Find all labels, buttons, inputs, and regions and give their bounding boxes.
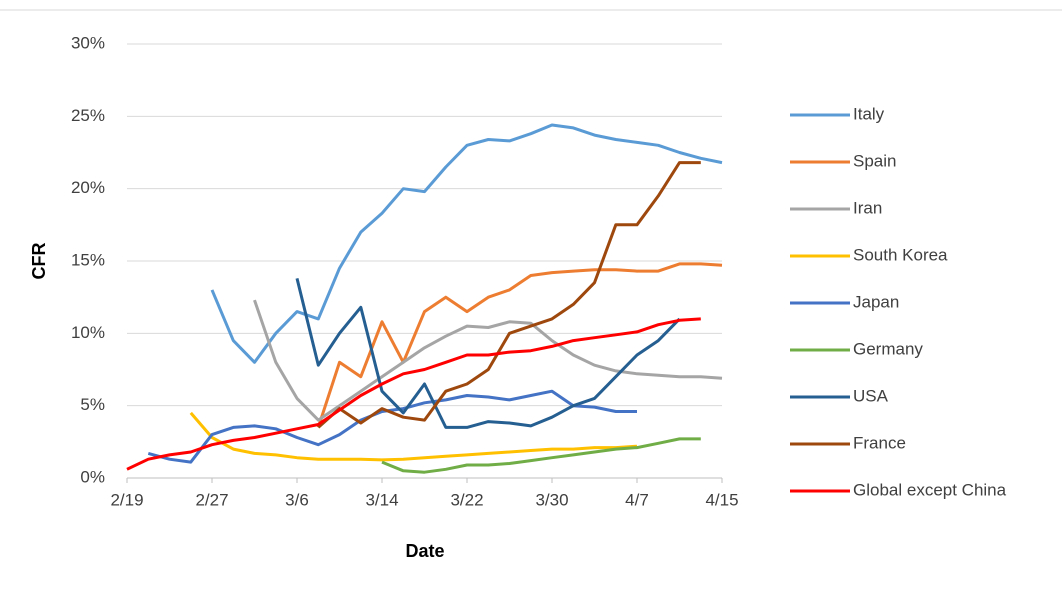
x-tick-label: 2/19 [110, 490, 143, 509]
x-tick-label: 4/15 [705, 490, 738, 509]
x-tick-label: 3/22 [450, 490, 483, 509]
series-line [316, 262, 723, 428]
legend-label: USA [853, 386, 889, 405]
legend-label: Italy [853, 104, 885, 123]
x-tick-label: 4/7 [625, 490, 649, 509]
x-axis-title: Date [405, 541, 444, 561]
series-line [381, 437, 701, 474]
y-axis-title: CFR [29, 243, 49, 280]
legend-label: Japan [853, 292, 899, 311]
legend-label: France [853, 433, 906, 452]
series-line [189, 411, 638, 462]
x-tick-label: 3/30 [535, 490, 568, 509]
y-tick-label: 0% [80, 467, 105, 486]
x-tick-label: 3/6 [285, 490, 309, 509]
x-tick-label: 2/27 [195, 490, 228, 509]
legend-label: South Korea [853, 245, 948, 264]
y-tick-label: 5% [80, 395, 105, 414]
series-line [147, 389, 637, 464]
y-tick-label: 20% [71, 178, 105, 197]
legend-label: Spain [853, 151, 896, 170]
legend-label: Iran [853, 198, 882, 217]
series-line [126, 317, 701, 471]
y-tick-label: 15% [71, 250, 105, 269]
legend-label: Germany [853, 339, 923, 358]
y-tick-label: 25% [71, 106, 105, 125]
series-line [295, 278, 681, 429]
legend-label: Global except China [853, 480, 1007, 499]
y-tick-label: 30% [71, 33, 105, 52]
series-line [210, 123, 723, 364]
series-line [317, 161, 701, 429]
x-tick-label: 3/14 [365, 490, 398, 509]
series-line [253, 299, 723, 422]
y-tick-label: 10% [71, 323, 105, 342]
